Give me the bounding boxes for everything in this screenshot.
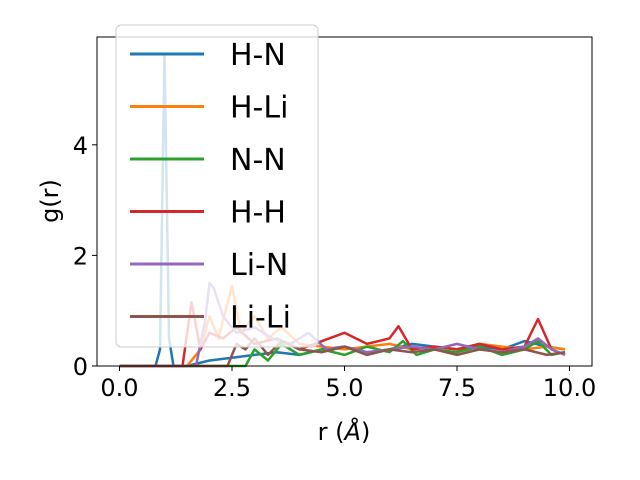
- y-tick-label: 4: [73, 132, 88, 160]
- legend: H-N H-Li N-N H-H Li-N Li-Li: [115, 24, 319, 348]
- legend-label-li-li: Li-Li: [230, 301, 291, 336]
- series-line-li-li: [119, 337, 566, 368]
- x-axis-label-main: r (: [318, 418, 345, 446]
- legend-label-h-li: H-Li: [230, 91, 288, 126]
- y-axis-ticks: 0 2 4: [73, 132, 97, 381]
- x-axis-ticks: 0.0 2.5 5.0 7.5 10.0: [100, 366, 596, 402]
- x-tick-label: 7.5: [438, 374, 476, 402]
- legend-label-h-n: H-N: [230, 38, 286, 73]
- x-tick-label: 5.0: [325, 374, 363, 402]
- legend-label-h-h: H-H: [230, 196, 286, 231]
- x-tick-label: 0.0: [100, 374, 138, 402]
- legend-label-li-n: Li-N: [230, 248, 288, 283]
- x-axis-label-unit: Å: [343, 417, 361, 446]
- legend-box: [115, 24, 319, 348]
- y-tick-label: 2: [73, 242, 88, 270]
- x-axis-label-close: ): [361, 418, 370, 446]
- x-axis-label: r (Å): [318, 417, 371, 446]
- x-tick-label: 2.5: [213, 374, 251, 402]
- y-tick-label: 0: [73, 353, 88, 381]
- x-tick-label: 10.0: [543, 374, 596, 402]
- legend-label-n-n: N-N: [230, 143, 286, 178]
- y-axis-label: g(r): [36, 179, 64, 223]
